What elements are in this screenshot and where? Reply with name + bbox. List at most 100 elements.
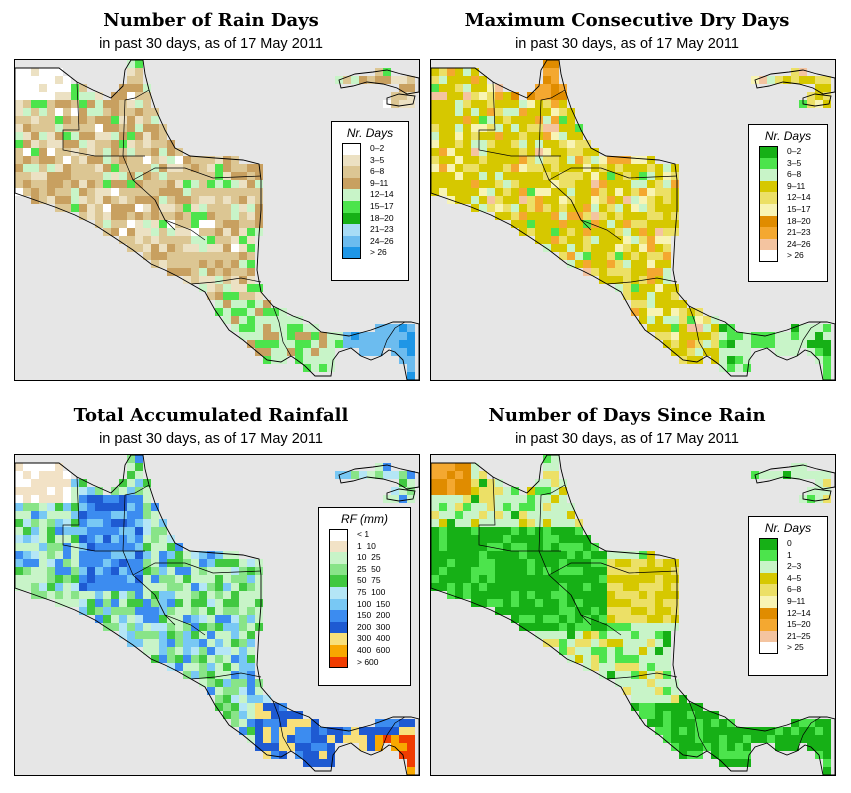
grid-cell	[607, 551, 615, 559]
grid-cell	[471, 100, 479, 108]
grid-cell	[359, 471, 367, 479]
grid-cell	[231, 687, 239, 695]
grid-cell	[47, 108, 55, 116]
grid-cell	[479, 487, 487, 495]
grid-cell	[711, 719, 719, 727]
grid-cell	[175, 615, 183, 623]
grid-cell	[103, 583, 111, 591]
grid-cell	[503, 180, 511, 188]
grid-cell	[487, 519, 495, 527]
grid-cell	[639, 156, 647, 164]
legend-label: 50 75	[357, 575, 381, 586]
grid-cell	[615, 655, 623, 663]
grid-cell	[535, 511, 543, 519]
grid-cell	[479, 116, 487, 124]
grid-cell	[551, 124, 559, 132]
grid-cell	[63, 188, 71, 196]
grid-cell	[279, 316, 287, 324]
grid-cell	[127, 244, 135, 252]
grid-cell	[167, 543, 175, 551]
grid-cell	[471, 140, 479, 148]
grid-cell	[103, 615, 111, 623]
grid-cell	[143, 639, 151, 647]
grid-cell	[255, 212, 263, 220]
grid-cell	[159, 260, 167, 268]
legend-swatch	[342, 189, 361, 201]
grid-cell	[151, 655, 159, 663]
grid-cell	[175, 212, 183, 220]
grid-cell	[671, 743, 679, 751]
grid-cell	[631, 204, 639, 212]
grid-cell	[559, 535, 567, 543]
grid-cell	[231, 156, 239, 164]
grid-cell	[15, 164, 23, 172]
grid-cell	[135, 228, 143, 236]
island-coastline	[754, 464, 835, 490]
grid-cell	[663, 735, 671, 743]
grid-cell	[519, 212, 527, 220]
grid-cell	[135, 180, 143, 188]
grid-cell	[663, 607, 671, 615]
grid-cell	[599, 599, 607, 607]
grid-cell	[823, 356, 831, 364]
grid-cell	[39, 471, 47, 479]
grid-cell	[303, 324, 311, 332]
grid-cell	[151, 551, 159, 559]
grid-cell	[727, 743, 735, 751]
grid-cell	[631, 236, 639, 244]
grid-cell	[575, 551, 583, 559]
grid-cell	[479, 535, 487, 543]
grid-cell	[615, 220, 623, 228]
grid-cell	[623, 599, 631, 607]
grid-cell	[511, 487, 519, 495]
grid-cell	[39, 84, 47, 92]
grid-cell	[55, 156, 63, 164]
grid-cell	[535, 196, 543, 204]
grid-cell	[535, 535, 543, 543]
grid-cell	[127, 639, 135, 647]
grid-cell	[519, 583, 527, 591]
grid-cell	[191, 260, 199, 268]
grid-cell	[527, 188, 535, 196]
grid-cell	[311, 751, 319, 759]
grid-cell	[479, 100, 487, 108]
grid-cell	[127, 204, 135, 212]
grid-cell	[295, 727, 303, 735]
grid-cell	[183, 615, 191, 623]
grid-cell	[527, 607, 535, 615]
grid-cell	[671, 583, 679, 591]
grid-cell	[607, 631, 615, 639]
legend-label: 0–2	[787, 146, 802, 156]
grid-cell	[295, 356, 303, 364]
grid-cell	[55, 479, 63, 487]
grid-cell	[519, 519, 527, 527]
grid-cell	[15, 487, 23, 495]
grid-cell	[775, 743, 783, 751]
grid-cell	[479, 511, 487, 519]
grid-cell	[47, 543, 55, 551]
legend-item: 12–14	[332, 189, 408, 201]
grid-cell	[119, 607, 127, 615]
grid-cell	[375, 743, 383, 751]
grid-cell	[431, 92, 439, 100]
grid-cell	[247, 284, 255, 292]
grid-cell	[207, 599, 215, 607]
grid-cell	[263, 316, 271, 324]
grid-cell	[575, 639, 583, 647]
grid-cell	[543, 132, 551, 140]
grid-cell	[143, 148, 151, 156]
grid-cell	[207, 180, 215, 188]
grid-cell	[471, 503, 479, 511]
grid-cell	[191, 156, 199, 164]
grid-cell	[775, 348, 783, 356]
grid-cell	[463, 92, 471, 100]
grid-cell	[127, 212, 135, 220]
grid-cell	[71, 559, 79, 567]
grid-cell	[639, 212, 647, 220]
grid-cell	[15, 543, 23, 551]
grid-cell	[39, 519, 47, 527]
panel-days-since-rain: Number of Days Since Rain in past 30 day…	[416, 395, 838, 788]
grid-cell	[743, 759, 751, 767]
grid-cell	[583, 188, 591, 196]
grid-cell	[239, 623, 247, 631]
